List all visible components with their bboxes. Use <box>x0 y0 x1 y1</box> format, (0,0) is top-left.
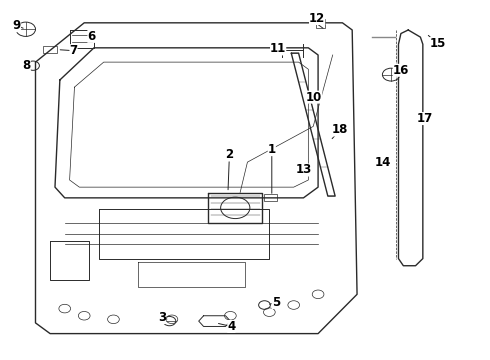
Text: 15: 15 <box>429 37 445 50</box>
Text: 11: 11 <box>270 42 286 55</box>
Text: 3: 3 <box>158 311 166 324</box>
Text: 8: 8 <box>23 59 31 72</box>
Text: 1: 1 <box>268 143 276 156</box>
Text: 4: 4 <box>227 320 236 333</box>
Text: 18: 18 <box>332 123 348 136</box>
Text: 2: 2 <box>225 148 233 162</box>
Text: 17: 17 <box>417 112 433 125</box>
Text: 14: 14 <box>374 156 391 169</box>
Text: 16: 16 <box>392 64 409 77</box>
Text: 13: 13 <box>295 163 312 176</box>
Text: 9: 9 <box>13 19 21 32</box>
Text: 12: 12 <box>309 12 325 25</box>
Text: 10: 10 <box>306 91 322 104</box>
Text: 6: 6 <box>87 30 96 43</box>
Text: 7: 7 <box>70 44 77 57</box>
Text: 5: 5 <box>271 296 280 309</box>
